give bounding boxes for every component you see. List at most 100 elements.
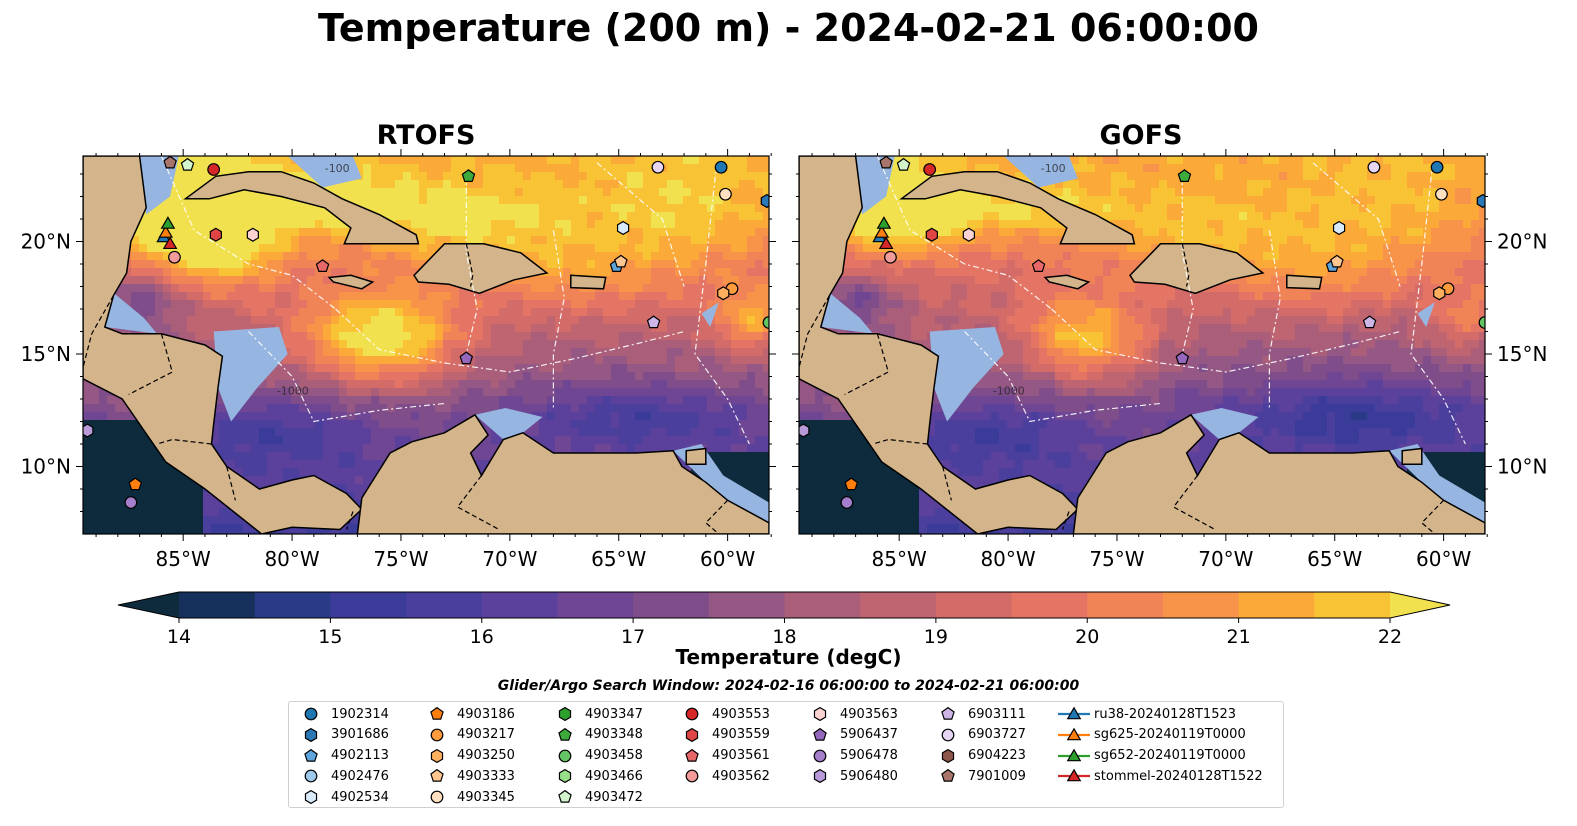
marker-legend: 1902314 3901686 4902113 4902476 4902534 49031… [288,701,1284,808]
lon-tick-label: 65°W [591,547,646,571]
float-marker [1031,259,1046,273]
legend-item-label: sg625-20240119T0000 [1094,727,1246,743]
legend-item-label: 4903333 [457,768,515,784]
float-marker [124,496,138,509]
float-marker [762,316,769,329]
legend-item-label: 4902476 [331,768,389,784]
lon-tick-label: 60°W [1416,547,1471,571]
hexagon-marker-icon [941,748,955,763]
lon-tick-label: 65°W [1307,547,1362,571]
map-panels: -1000 -100 85°W 80°W 75°W 70°W 65°W 60°W 20°N 15°… [21,149,1547,571]
contour-label: -100 [325,162,350,175]
colorbar-tick-label: 22 [1378,626,1402,648]
colorbar: 14 15 16 17 18 19 20 21 22 [117,591,1451,648]
legend-item: 4903559 [674,725,770,745]
hexagon-marker-icon [813,706,827,722]
colorbar-extend-min [118,592,179,618]
float-marker [923,163,937,176]
circle-marker-icon [430,790,444,804]
float-marker [1177,169,1192,183]
lat-tick-label: 20°N [21,230,71,254]
legend-item: 4903333 [419,766,515,786]
float-marker [1175,351,1190,365]
legend-item-label: 4903466 [585,768,643,784]
legend-item: 4903472 [547,787,643,807]
contour-label: -1000 [993,385,1025,398]
float-marker [651,160,665,174]
legend-item: 4903458 [547,746,643,766]
legend-item: 5906437 [802,725,898,745]
legend-item-label: 4903348 [585,727,643,743]
legend-item-label: 4903563 [840,706,898,722]
circle-marker-icon [304,769,318,783]
legend-item: 4903562 [674,766,770,786]
float-marker [614,254,628,268]
hexagon-marker-icon [558,706,572,722]
lon-tick-label: 80°W [980,547,1035,571]
lon-tick-label: 75°W [1089,547,1144,571]
colorbar-segment [481,592,559,618]
float-marker [1367,160,1381,174]
legend-item-label: 4903186 [457,706,515,722]
float-marker [158,225,174,238]
legend-item: 4902476 [293,766,389,786]
float-marker [840,496,854,509]
lon-tick-label: 60°W [700,547,755,571]
float-marker [83,423,94,438]
float-marker [844,477,859,491]
float-marker [180,157,195,171]
lon-tick-label: 70°W [1198,547,1253,571]
colorbar-segment [330,592,407,618]
legend-item-label: 4903561 [712,748,770,764]
pentagon-marker-icon [813,727,827,741]
legend-item-label: 7901009 [968,768,1026,784]
legend-item: 3901686 [293,725,389,745]
legend-item: 4903347 [547,704,643,724]
legend-item-label: 5906437 [840,727,898,743]
legend-item-label: 4902534 [331,789,389,805]
lat-tick-label: 10°N [1497,455,1547,479]
legend-item-label: 5906480 [840,768,898,784]
float-marker [1476,193,1485,209]
legend-item-label: stommel-20240128T1522 [1094,768,1263,784]
float-marker [878,236,894,250]
legend-item-label: 6904223 [968,748,1026,764]
float-marker [461,169,476,183]
float-marker [1330,254,1344,268]
map-panel-gofs: -1000 -100 85°W 80°W 75°W 70°W 65°W 60°W 20°N 15°… [792,149,1547,571]
lon-tick-label: 80°W [264,547,319,571]
float-marker [884,250,897,264]
lat-tick-label: 20°N [1497,230,1547,254]
float-marker [163,156,177,169]
legend-item-label: 4902113 [331,748,389,764]
float-marker [160,216,176,229]
legend-item-label: 4903553 [712,706,770,722]
pentagon-marker-icon [304,748,318,762]
contour-label: -1000 [277,385,309,398]
contour-label: -100 [1041,162,1066,175]
legend-item: 4902113 [293,746,389,766]
pentagon-marker-icon [558,727,572,741]
legend-item: 4903348 [547,725,643,745]
float-marker [315,259,330,273]
legend-item-label: 4903250 [457,748,515,764]
legend-item-label: ru38-20240128T1523 [1094,706,1237,722]
float-marker [616,220,630,236]
legend-item-label: 6903727 [968,727,1026,743]
colorbar-segment [935,592,1013,618]
pentagon-marker-icon [941,706,955,720]
float-marker [1430,160,1444,174]
legend-item: 6904223 [930,746,1026,766]
lon-tick-label: 75°W [373,547,428,571]
lon-tick-label: 85°W [156,547,211,571]
legend-item-label: 4903458 [585,748,643,764]
panel-title-rtofs: RTOFS [376,120,476,151]
circle-marker-icon [304,707,318,721]
float-marker [874,225,890,238]
pentagon-marker-icon [941,769,955,783]
legend-item: ru38-20240128T1523 [1056,704,1236,724]
legend-item: 4903563 [802,704,898,724]
colorbar-segment [1162,592,1240,618]
circle-marker-icon [685,769,699,783]
legend-item: 1902314 [293,704,389,724]
